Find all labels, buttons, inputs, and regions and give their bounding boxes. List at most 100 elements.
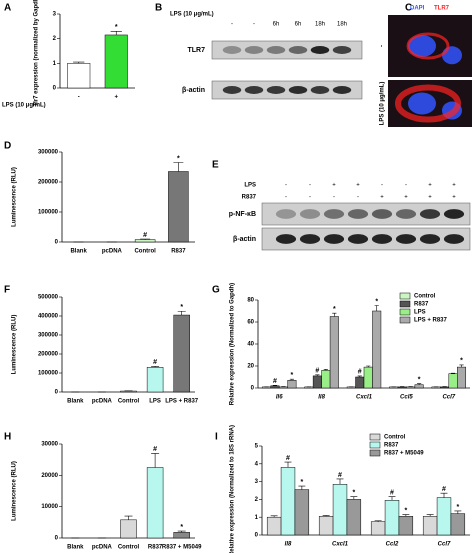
row-label: β-actin bbox=[233, 236, 256, 243]
annotation: * bbox=[115, 24, 118, 31]
annotation: * bbox=[460, 358, 463, 365]
annotation: * bbox=[177, 155, 180, 162]
x-tick-label: Cxcl1 bbox=[356, 395, 373, 401]
bar bbox=[67, 63, 91, 89]
error-bar bbox=[357, 375, 362, 377]
y-axis-label: Luminescence (RLU) bbox=[12, 315, 18, 375]
y-tick-label: 1 bbox=[255, 515, 259, 521]
panel-label: C bbox=[405, 3, 412, 14]
panel-label: G bbox=[212, 285, 220, 296]
x-tick-label: Il8 bbox=[285, 542, 292, 548]
y-tick-label: 3 bbox=[255, 479, 259, 485]
bar bbox=[436, 497, 452, 536]
x-tick-label: Blank bbox=[67, 545, 84, 551]
y-tick-label: 0 bbox=[251, 386, 255, 392]
blot-band bbox=[332, 46, 352, 54]
lane-label: 6h bbox=[273, 22, 280, 28]
y-tick-label: 0 bbox=[53, 86, 57, 92]
bar bbox=[278, 386, 288, 389]
annotation: # bbox=[273, 378, 277, 385]
nucleus bbox=[408, 35, 436, 57]
blot-band bbox=[266, 86, 286, 94]
annotation: * bbox=[456, 504, 459, 511]
y-tick-label: 10000 bbox=[41, 504, 58, 510]
blot-band bbox=[299, 234, 321, 244]
x-tick-label: pcDNA bbox=[92, 399, 113, 405]
blot-band bbox=[310, 46, 330, 54]
blot-strip bbox=[211, 40, 363, 60]
bar bbox=[397, 386, 407, 389]
legend-swatch bbox=[399, 300, 411, 308]
bar bbox=[422, 516, 438, 536]
blot-band bbox=[275, 209, 297, 219]
bar bbox=[398, 516, 414, 536]
blot-band bbox=[419, 234, 441, 244]
y-tick-label: 5 bbox=[255, 444, 259, 450]
blot-band bbox=[419, 209, 441, 219]
y-tick-label: 0 bbox=[55, 390, 59, 396]
legend-label: LPS bbox=[414, 310, 426, 316]
row-label: LPS (10 μg/mL) bbox=[380, 82, 386, 126]
annotation: # bbox=[390, 490, 394, 497]
blot-band bbox=[371, 209, 393, 219]
blot-band bbox=[347, 234, 369, 244]
error-bar bbox=[151, 453, 160, 468]
bar bbox=[440, 386, 450, 389]
error-bar bbox=[323, 369, 328, 371]
y-tick-label: 20000 bbox=[41, 473, 58, 479]
annotation: * bbox=[404, 507, 407, 514]
y-axis-label: Luminescence (RLU) bbox=[12, 167, 18, 227]
lane-label: - bbox=[231, 22, 233, 28]
bar bbox=[457, 366, 467, 389]
blot-band bbox=[443, 209, 465, 219]
y-axis-label: Tlr7 expression (normalized by Gapdh) bbox=[34, 0, 40, 107]
bar bbox=[448, 373, 458, 389]
y-tick-label: 80 bbox=[247, 298, 254, 304]
bar bbox=[414, 384, 424, 389]
error-bar bbox=[426, 514, 434, 517]
annotation: # bbox=[153, 446, 157, 453]
error-bar bbox=[272, 384, 278, 386]
legend-swatch bbox=[399, 308, 411, 316]
annotation: * bbox=[180, 524, 183, 531]
stain-label: DAPI bbox=[410, 6, 425, 12]
annotation: * bbox=[291, 372, 294, 379]
lane-label: - bbox=[253, 22, 255, 28]
bar bbox=[134, 239, 156, 243]
error-bar bbox=[402, 514, 410, 517]
lane-label: 6h bbox=[295, 22, 302, 28]
bar bbox=[450, 513, 466, 536]
nucleus bbox=[408, 92, 436, 115]
x-tick-label: R837 + M5049 bbox=[162, 545, 202, 551]
lane-label: + bbox=[428, 195, 432, 201]
x-tick-label: LPS + R837 bbox=[165, 399, 199, 405]
x-tick-label: Blank bbox=[70, 249, 87, 255]
legend-label: Control bbox=[414, 294, 436, 300]
x-tick-label: Ccl7 bbox=[442, 395, 455, 401]
legend-swatch bbox=[369, 449, 381, 457]
lane-label: 18h bbox=[315, 22, 325, 28]
legend-label: R837 + M5049 bbox=[384, 451, 424, 457]
bar bbox=[355, 376, 365, 389]
annotation: # bbox=[143, 232, 147, 239]
error-bar bbox=[454, 510, 462, 514]
bar bbox=[346, 499, 362, 536]
blot-band bbox=[310, 86, 330, 94]
lane-label: + bbox=[356, 183, 360, 189]
bar bbox=[146, 367, 164, 393]
x-tick-label: Ccl5 bbox=[400, 395, 413, 401]
blot-band bbox=[288, 46, 308, 54]
bar bbox=[318, 516, 334, 536]
lane-label: - bbox=[285, 183, 287, 189]
blot-band bbox=[222, 46, 242, 54]
bar bbox=[104, 34, 128, 89]
x-tick-label: - bbox=[78, 95, 80, 101]
bar bbox=[146, 467, 164, 539]
blot-band bbox=[332, 86, 352, 94]
y-tick-label: 40 bbox=[247, 342, 254, 348]
blot-band bbox=[288, 86, 308, 94]
error-bar bbox=[332, 312, 337, 317]
y-tick-label: 300000 bbox=[38, 150, 59, 156]
x-tick-label: Cxcl1 bbox=[332, 542, 349, 548]
annotation: # bbox=[338, 472, 342, 479]
